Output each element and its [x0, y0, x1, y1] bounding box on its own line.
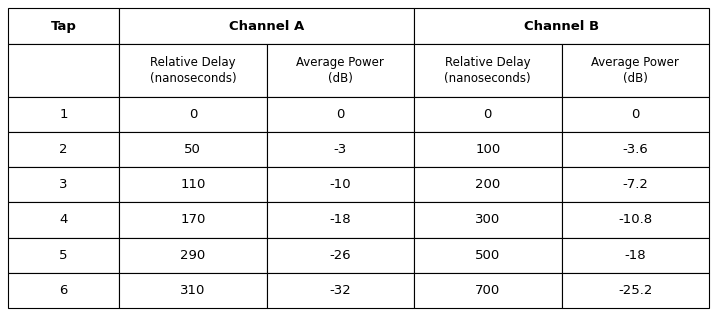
- Bar: [561, 44, 709, 97]
- Text: -18: -18: [625, 249, 646, 262]
- Bar: [561, 132, 709, 167]
- Bar: [267, 132, 414, 167]
- Text: 300: 300: [475, 213, 500, 226]
- Text: Tap: Tap: [51, 20, 77, 33]
- Bar: [119, 8, 414, 44]
- Text: 110: 110: [180, 178, 206, 191]
- Text: 170: 170: [180, 213, 206, 226]
- Bar: [267, 202, 414, 238]
- Text: 0: 0: [631, 108, 640, 121]
- Text: 2: 2: [60, 143, 68, 156]
- Bar: [267, 97, 414, 132]
- Bar: [8, 97, 119, 132]
- Bar: [8, 238, 119, 273]
- Text: Channel B: Channel B: [524, 20, 599, 33]
- Bar: [119, 238, 267, 273]
- Bar: [561, 273, 709, 308]
- Text: Relative Delay
(nanoseconds): Relative Delay (nanoseconds): [150, 56, 236, 85]
- Bar: [8, 273, 119, 308]
- Bar: [414, 132, 561, 167]
- Text: 6: 6: [60, 284, 67, 297]
- Bar: [414, 167, 561, 202]
- Text: Average Power
(dB): Average Power (dB): [296, 56, 384, 85]
- Bar: [267, 238, 414, 273]
- Text: 0: 0: [336, 108, 344, 121]
- Text: 290: 290: [180, 249, 206, 262]
- Text: 50: 50: [184, 143, 201, 156]
- Bar: [8, 44, 119, 97]
- Text: 310: 310: [180, 284, 206, 297]
- Bar: [8, 8, 119, 44]
- Text: Relative Delay
(nanoseconds): Relative Delay (nanoseconds): [445, 56, 531, 85]
- Bar: [119, 273, 267, 308]
- Bar: [8, 202, 119, 238]
- Text: -18: -18: [330, 213, 351, 226]
- Bar: [119, 202, 267, 238]
- Text: 4: 4: [60, 213, 67, 226]
- Text: 3: 3: [60, 178, 68, 191]
- Text: -10.8: -10.8: [618, 213, 652, 226]
- Text: 700: 700: [475, 284, 500, 297]
- Bar: [267, 167, 414, 202]
- Text: Average Power
(dB): Average Power (dB): [592, 56, 679, 85]
- Bar: [8, 132, 119, 167]
- Text: -10: -10: [330, 178, 351, 191]
- Bar: [561, 238, 709, 273]
- Bar: [414, 44, 561, 97]
- Text: 5: 5: [60, 249, 68, 262]
- Text: 100: 100: [475, 143, 500, 156]
- Bar: [414, 202, 561, 238]
- Bar: [414, 273, 561, 308]
- Bar: [119, 97, 267, 132]
- Bar: [119, 132, 267, 167]
- Bar: [414, 238, 561, 273]
- Bar: [119, 44, 267, 97]
- Text: Channel A: Channel A: [229, 20, 304, 33]
- Text: -32: -32: [329, 284, 351, 297]
- Text: 200: 200: [475, 178, 500, 191]
- Text: 0: 0: [189, 108, 197, 121]
- Bar: [267, 273, 414, 308]
- Text: -26: -26: [330, 249, 351, 262]
- Text: -25.2: -25.2: [618, 284, 652, 297]
- Bar: [267, 44, 414, 97]
- Text: 0: 0: [483, 108, 492, 121]
- Bar: [119, 167, 267, 202]
- Bar: [414, 97, 561, 132]
- Text: -3.6: -3.6: [622, 143, 648, 156]
- Bar: [561, 97, 709, 132]
- Text: -3: -3: [333, 143, 347, 156]
- Text: 500: 500: [475, 249, 500, 262]
- Bar: [561, 167, 709, 202]
- Text: 1: 1: [60, 108, 68, 121]
- Bar: [561, 202, 709, 238]
- Bar: [8, 167, 119, 202]
- Bar: [414, 8, 709, 44]
- Text: -7.2: -7.2: [622, 178, 648, 191]
